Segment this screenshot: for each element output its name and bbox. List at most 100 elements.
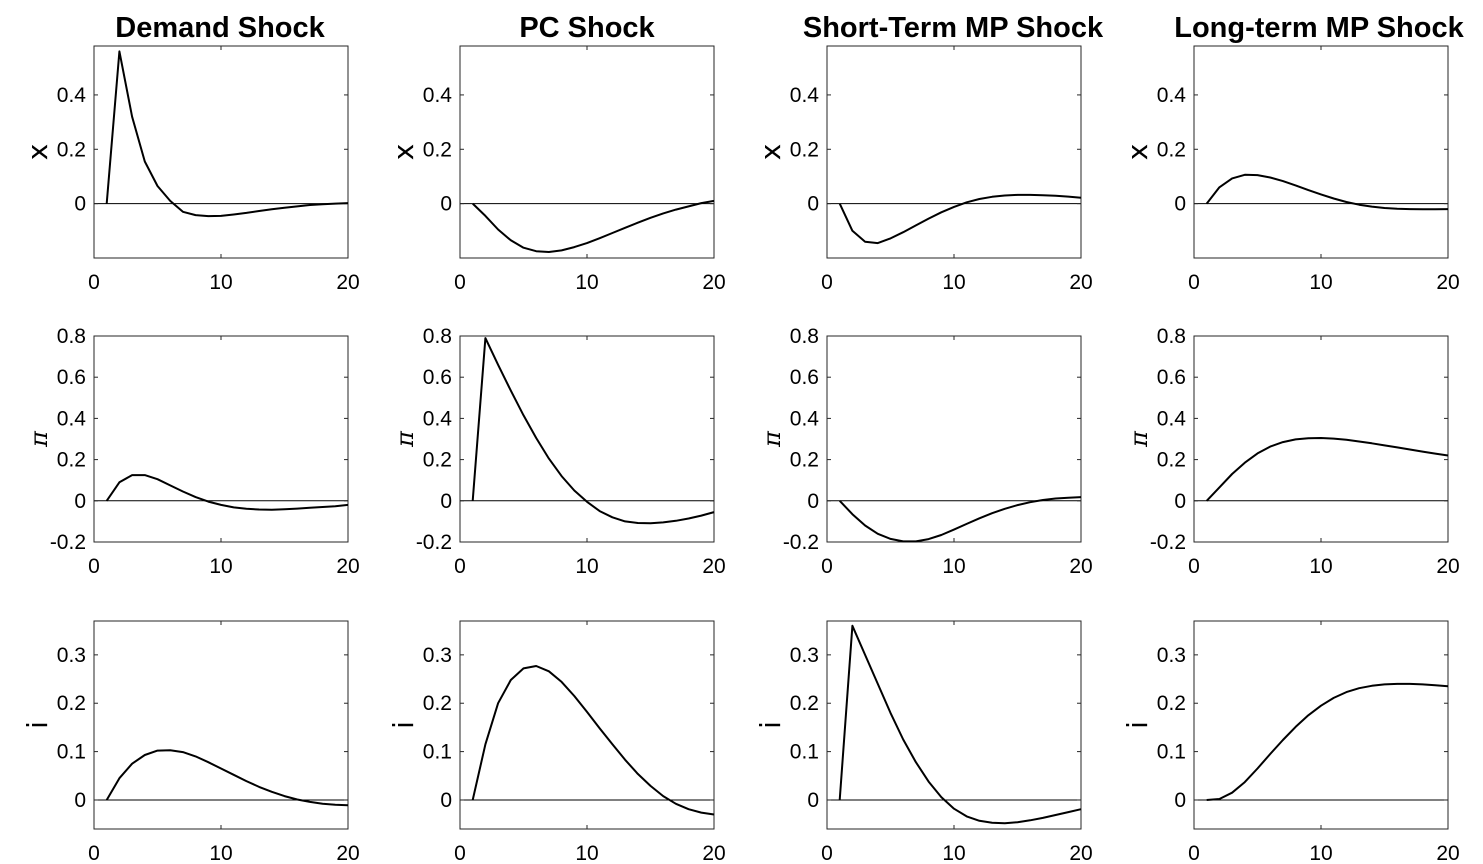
x-tick-label: 10 <box>209 271 232 294</box>
x-tick-label: 0 <box>1188 555 1200 578</box>
y-tick-label: 0.4 <box>423 84 453 107</box>
panel-row0-col3: 0 10 20 0 0.2 0.4 x <box>1121 45 1460 294</box>
x-tick-label: 20 <box>702 271 725 294</box>
y-tick-label: 0 <box>1174 193 1186 216</box>
y-tick-label: 0.2 <box>790 449 819 472</box>
y-tick-label: 0.6 <box>57 366 86 389</box>
x-tick-label: 20 <box>336 271 359 294</box>
y-axis-label: i <box>754 721 787 729</box>
panel-row0-col0: 0 10 20 0 0.2 0.4 x <box>21 45 360 294</box>
y-tick-label: 0.2 <box>57 138 86 161</box>
y-tick-label: 0.2 <box>423 449 452 472</box>
y-tick-label: 0.2 <box>57 449 86 472</box>
x-tick-label: 10 <box>1309 842 1332 864</box>
x-tick-label: 20 <box>1069 842 1092 864</box>
x-tick-label: 10 <box>1309 271 1332 294</box>
response-line <box>105 749 349 807</box>
y-tick-label: 0.4 <box>57 407 87 430</box>
response-line <box>105 474 349 511</box>
y-tick-label: 0.4 <box>1157 407 1187 430</box>
y-tick-label: 0.2 <box>57 692 86 715</box>
title-demand-shock: Demand Shock <box>115 12 325 44</box>
panel-row2-col0: 0 10 20 0 0.1 0.2 0.3 i <box>21 620 360 864</box>
y-tick-label: 0.1 <box>57 741 86 764</box>
y-tick-label: 0 <box>74 490 86 513</box>
y-axis-label: i <box>21 721 54 729</box>
y-tick-label: 0.6 <box>1157 366 1186 389</box>
y-tick-label: 0.4 <box>1157 84 1187 107</box>
y-tick-label: -0.2 <box>783 531 819 554</box>
x-tick-label: 20 <box>1436 555 1459 578</box>
y-tick-label: -0.2 <box>416 531 452 554</box>
y-tick-label: 0.4 <box>423 407 453 430</box>
x-tick-label: 10 <box>942 842 965 864</box>
y-tick-label: 0 <box>1174 789 1186 812</box>
y-tick-label: 0 <box>440 193 452 216</box>
x-tick-label: 20 <box>1069 271 1092 294</box>
y-tick-label: 0.2 <box>423 692 452 715</box>
y-axis-label: π <box>25 430 53 448</box>
response-line <box>105 50 349 218</box>
x-tick-label: 0 <box>454 271 466 294</box>
x-tick-label: 10 <box>575 555 598 578</box>
x-tick-label: 20 <box>1436 842 1459 864</box>
y-tick-label: 0 <box>1174 490 1186 513</box>
axes-frame <box>826 45 1082 259</box>
y-tick-label: 0 <box>74 193 86 216</box>
panel-row1-col1: 0 10 20-0.200.20.40.60.8π <box>391 325 726 578</box>
y-tick-label: 0.2 <box>790 138 819 161</box>
y-axis-label: x <box>754 144 787 161</box>
axes-frame <box>1193 45 1449 259</box>
response-line <box>471 337 715 525</box>
y-axis-label: x <box>387 144 420 161</box>
response-line <box>471 665 715 816</box>
y-tick-label: 0.8 <box>423 325 452 348</box>
y-tick-label: 0 <box>440 490 452 513</box>
title-short-term-mp-shock: Short-Term MP Shock <box>803 12 1104 44</box>
x-tick-label: 10 <box>575 271 598 294</box>
x-tick-label: 20 <box>336 842 359 864</box>
y-tick-label: 0.6 <box>790 366 819 389</box>
x-tick-label: 0 <box>821 271 833 294</box>
panel-row2-col3: 0 10 20 0 0.1 0.2 0.3 i <box>1121 620 1460 864</box>
response-line <box>838 193 1082 245</box>
y-tick-label: 0 <box>807 789 819 812</box>
x-tick-label: 10 <box>209 842 232 864</box>
title-pc-shock: PC Shock <box>519 12 655 44</box>
y-tick-label: 0.1 <box>423 741 452 764</box>
x-tick-label: 10 <box>1309 555 1332 578</box>
y-tick-label: 0.3 <box>57 644 86 667</box>
panel-row1-col3: 0 10 20-0.200.20.40.60.8π <box>1125 325 1460 578</box>
axes-frame <box>1193 620 1449 830</box>
y-tick-label: 0.4 <box>790 84 820 107</box>
y-tick-label: 0.8 <box>1157 325 1186 348</box>
y-tick-label: 0.2 <box>1157 449 1186 472</box>
axes-frame <box>459 620 715 830</box>
panel-row2-col2: 0 10 20 0 0.1 0.2 0.3 i <box>754 620 1093 864</box>
y-tick-label: 0 <box>807 193 819 216</box>
x-tick-label: 0 <box>1188 271 1200 294</box>
panel-row2-col1: 0 10 20 0 0.1 0.2 0.3 i <box>387 620 726 864</box>
y-axis-label: x <box>1121 144 1154 161</box>
y-tick-label: 0 <box>440 789 452 812</box>
x-tick-label: 10 <box>209 555 232 578</box>
y-tick-label: 0.3 <box>423 644 452 667</box>
y-axis-label: π <box>1125 430 1153 448</box>
y-tick-label: 0.4 <box>790 407 820 430</box>
y-axis-label: i <box>1121 721 1154 729</box>
x-tick-label: 0 <box>1188 842 1200 864</box>
response-line <box>838 496 1082 543</box>
x-tick-label: 20 <box>702 842 725 864</box>
axes-frame <box>93 620 349 830</box>
response-line <box>838 624 1082 825</box>
response-line <box>1205 437 1449 502</box>
x-tick-label: 0 <box>88 271 100 294</box>
y-tick-label: 0 <box>807 490 819 513</box>
y-tick-label: 0.3 <box>790 644 819 667</box>
x-tick-label: 20 <box>1436 271 1459 294</box>
axes-frame <box>93 335 349 543</box>
axes-frame <box>93 45 349 259</box>
y-axis-label: π <box>758 430 786 448</box>
